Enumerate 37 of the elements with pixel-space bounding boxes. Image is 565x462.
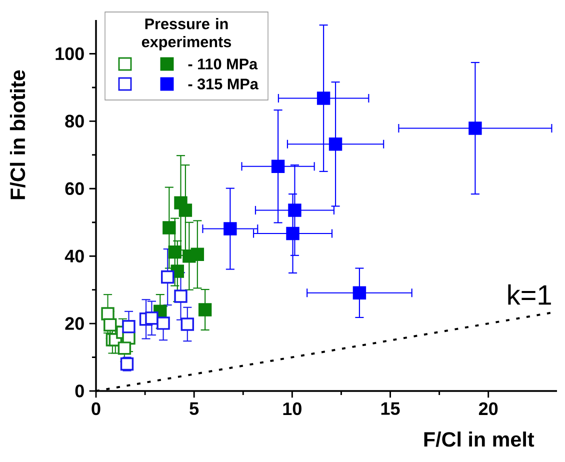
y-tick-label: 40 [64, 250, 84, 262]
legend-title: Pressure in experiments [142, 18, 232, 50]
y-tick-label: 60 [65, 182, 84, 195]
point [316, 92, 330, 105]
y-axis-title: F/Cl in biotite [10, 70, 26, 200]
point [286, 226, 300, 240]
annotation: k=1 [508, 284, 551, 305]
point [104, 318, 117, 332]
point [162, 221, 176, 234]
y-tick-label: 80 [65, 114, 84, 128]
point [224, 222, 237, 236]
point [198, 303, 212, 316]
point [328, 138, 342, 151]
point [145, 312, 158, 325]
point [288, 204, 302, 217]
point [168, 245, 182, 259]
legend-label: - 110 MPa [188, 58, 258, 70]
point [352, 286, 366, 300]
y-tick-label: 100 [56, 47, 84, 60]
x-tick-label: 15 [381, 402, 400, 415]
x-tick-label: 20 [478, 402, 498, 416]
x-tick-label: 0 [92, 402, 100, 416]
y-tick-label: 20 [65, 317, 84, 330]
y-tick-label: 0 [75, 384, 84, 398]
point [161, 270, 174, 284]
point [190, 248, 204, 262]
point [271, 160, 285, 173]
x-tick-label: 10 [283, 402, 302, 416]
point [468, 122, 482, 135]
point [156, 316, 170, 330]
point [178, 204, 192, 217]
x-axis-title: F/Cl in melt [424, 432, 534, 447]
point [180, 318, 194, 331]
x-tick-label: 5 [190, 402, 199, 415]
point [174, 290, 188, 303]
point [118, 342, 132, 355]
legend-label: - 315 MPa [188, 78, 259, 90]
